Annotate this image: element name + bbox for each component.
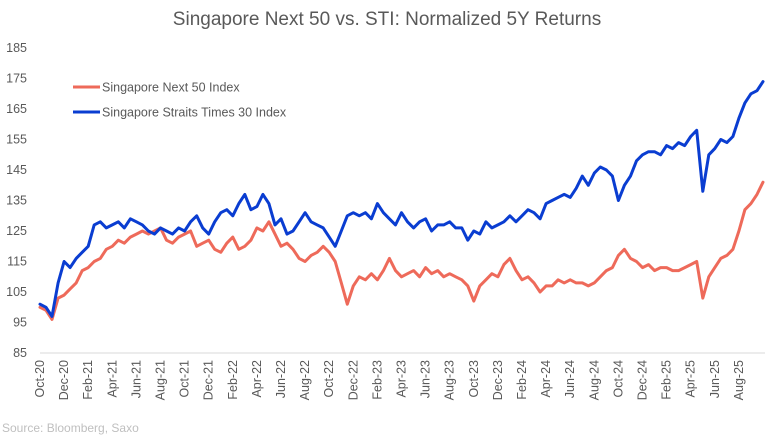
y-tick-label: 135 [6, 194, 27, 208]
y-tick-label: 95 [13, 316, 27, 330]
series-layer [38, 80, 765, 321]
series-line-next50 [38, 180, 765, 321]
x-tick-label: Feb-24 [515, 360, 529, 400]
chart-title: Singapore Next 50 vs. STI: Normalized 5Y… [173, 9, 601, 30]
legend-label-next50: Singapore Next 50 Index [102, 81, 240, 95]
y-tick-label: 85 [13, 346, 27, 360]
x-tick-label: Feb-22 [226, 360, 240, 400]
x-tick-label: Oct-24 [611, 360, 625, 398]
y-tick-label: 125 [6, 224, 27, 238]
x-tick-label: Oct-23 [467, 360, 481, 398]
x-tick-label: Jun-23 [419, 360, 433, 398]
x-tick-label: Oct-20 [33, 360, 47, 398]
x-tick-label: Apr-25 [684, 360, 698, 398]
y-axis: 85 95 105 115 125 135 145 155 165 175 185 [6, 41, 27, 360]
x-tick-label: Aug-21 [154, 360, 168, 400]
x-tick-label: Jun-24 [563, 360, 577, 398]
x-tick-label: Dec-24 [636, 360, 650, 400]
y-tick-label: 165 [6, 102, 27, 116]
source-note: Source: Bloomberg, Saxo [2, 421, 139, 435]
y-tick-label: 155 [6, 133, 27, 147]
series-line-sti [38, 80, 765, 318]
x-tick-label: Oct-22 [322, 360, 336, 398]
x-tick-label: Dec-21 [202, 360, 216, 400]
legend-item-next50[interactable]: Singapore Next 50 Index [73, 81, 240, 95]
x-tick-label: Apr-21 [105, 360, 119, 398]
x-axis: Oct-20 Dec-20 Feb-21 Apr-21 Jun-21 Aug-21 Oct-… [33, 360, 746, 400]
x-tick-label: Aug-24 [587, 360, 601, 400]
legend: Singapore Next 50 Index Singapore Strait… [73, 81, 287, 120]
legend-label-sti: Singapore Straits Times 30 Index [102, 106, 287, 120]
x-tick-label: Apr-23 [395, 360, 409, 398]
x-tick-label: Dec-23 [491, 360, 505, 400]
y-tick-label: 115 [7, 255, 27, 269]
x-tick-label: Dec-20 [57, 360, 71, 400]
x-tick-label: Jun-25 [708, 360, 722, 398]
y-tick-label: 105 [6, 285, 27, 299]
x-tick-label: Feb-21 [81, 360, 95, 400]
legend-item-sti[interactable]: Singapore Straits Times 30 Index [73, 106, 287, 120]
x-tick-label: Jun-21 [129, 360, 143, 398]
x-tick-label: Oct-21 [178, 360, 192, 398]
y-tick-label: 145 [6, 163, 27, 177]
x-tick-label: Feb-23 [370, 360, 384, 400]
x-tick-label: Aug-23 [443, 360, 457, 400]
y-tick-label: 185 [6, 41, 27, 55]
x-tick-label: Aug-22 [298, 360, 312, 400]
x-tick-label: Apr-22 [250, 360, 264, 398]
x-tick-label: Apr-24 [539, 360, 553, 398]
x-tick-label: Dec-22 [346, 360, 360, 400]
x-tick-label: Aug-25 [732, 360, 746, 400]
x-tick-label: Feb-25 [660, 360, 674, 400]
y-tick-label: 175 [6, 72, 27, 86]
x-tick-label: Jun-22 [274, 360, 288, 398]
